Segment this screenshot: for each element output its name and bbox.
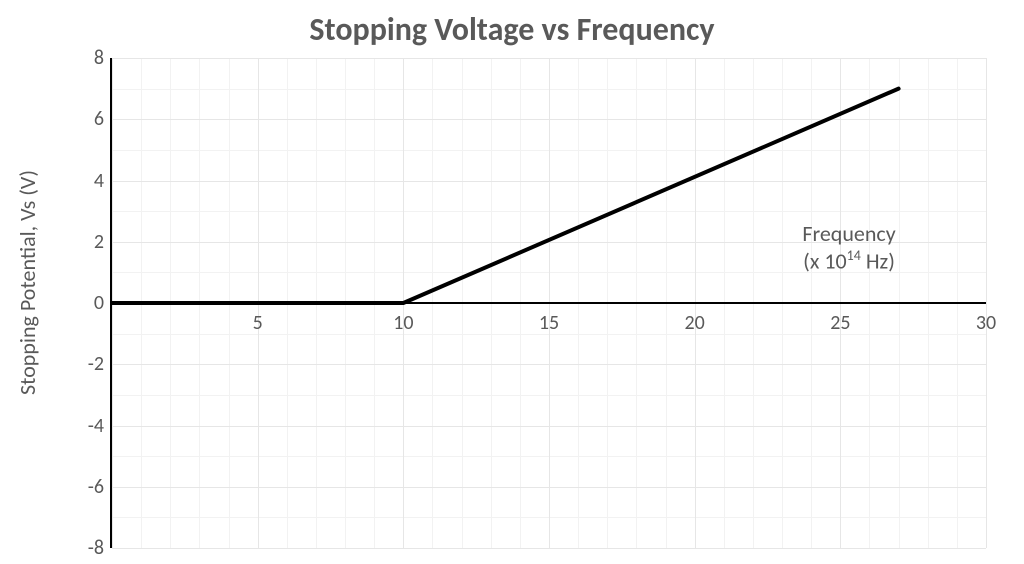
data-line xyxy=(112,58,986,548)
y-tick-label: 0 xyxy=(76,291,104,315)
gridline-major-h xyxy=(112,548,986,549)
y-tick-label: 4 xyxy=(76,169,104,193)
y-tick-label: -2 xyxy=(76,352,104,376)
y-tick-label: -6 xyxy=(76,475,104,499)
plot-area: 51015202530-8-6-4-202468 Frequency (x 10… xyxy=(110,58,986,548)
y-axis-label: Stopping Potential, Vs (V) xyxy=(15,169,42,394)
y-tick-label: -4 xyxy=(76,414,104,438)
y-axis-label-wrap: Stopping Potential, Vs (V) xyxy=(12,0,44,564)
y-tick-label: 2 xyxy=(76,230,104,254)
y-tick-label: 8 xyxy=(76,46,104,70)
y-tick-label: -8 xyxy=(76,536,104,560)
data-series-line xyxy=(112,89,899,303)
chart-title: Stopping Voltage vs Frequency xyxy=(0,10,1024,49)
chart-container: Stopping Voltage vs Frequency Stopping P… xyxy=(0,0,1024,564)
y-tick-label: 6 xyxy=(76,107,104,131)
gridline-major-v xyxy=(986,58,987,548)
